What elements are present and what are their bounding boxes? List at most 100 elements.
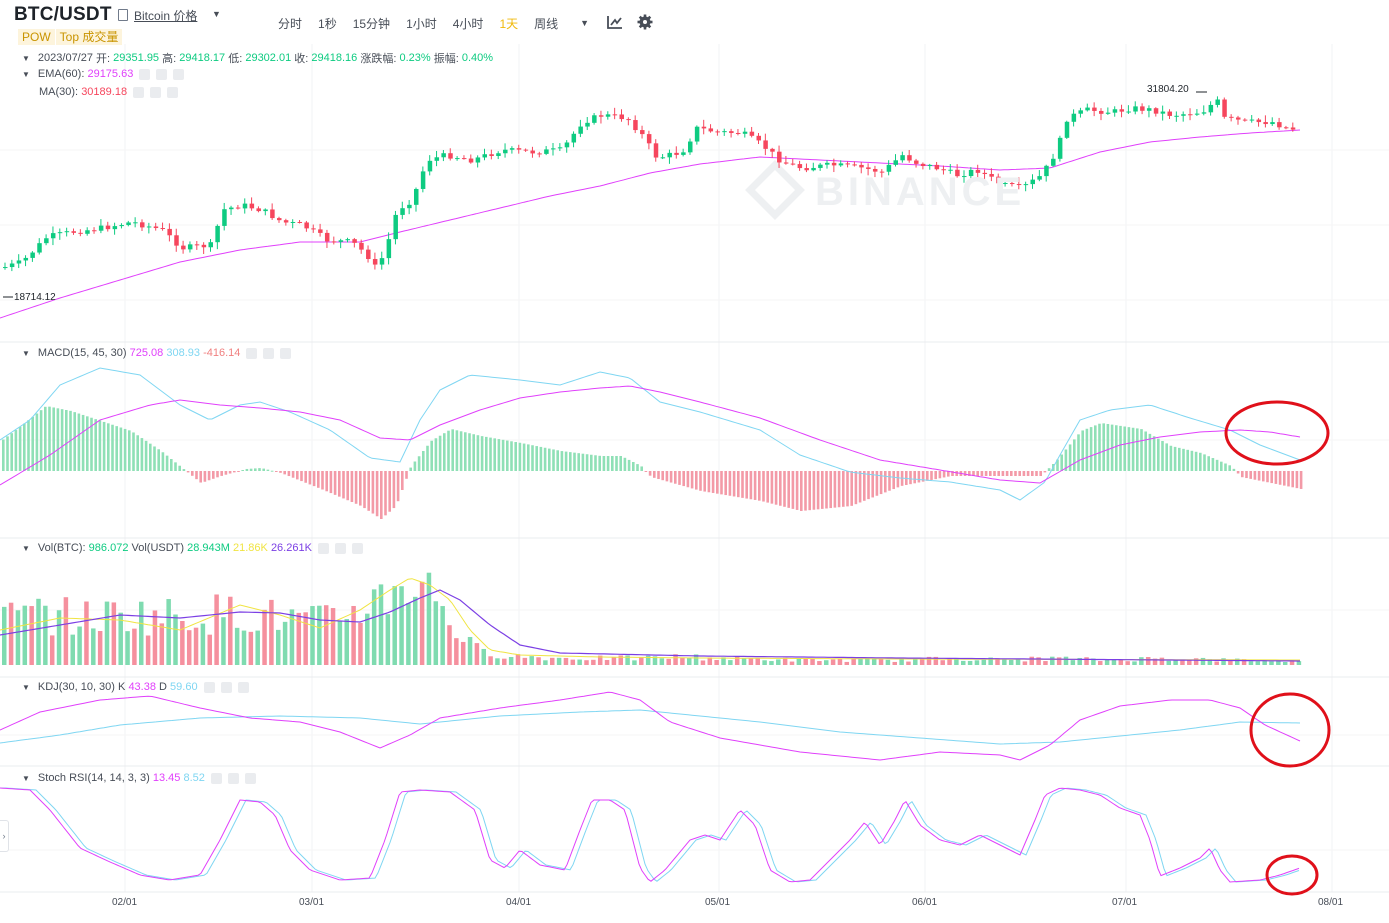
volume-bar bbox=[1091, 658, 1096, 665]
candle bbox=[256, 208, 261, 212]
close-icon[interactable] bbox=[351, 542, 363, 554]
close-icon[interactable] bbox=[167, 86, 179, 98]
candle bbox=[1242, 119, 1248, 121]
collapse-icon[interactable]: ▼ bbox=[22, 682, 30, 692]
settings-icon[interactable] bbox=[156, 68, 168, 80]
settings-icon[interactable] bbox=[220, 681, 232, 693]
macd-bar bbox=[762, 471, 765, 502]
collapse-icon[interactable]: ▼ bbox=[22, 773, 30, 783]
macd-bar bbox=[581, 453, 585, 471]
macd-bar bbox=[451, 429, 454, 471]
tag-top-volume[interactable]: Top 成交量 bbox=[55, 29, 123, 45]
macd-bar bbox=[1241, 471, 1244, 478]
x-axis-label: 08/01 bbox=[1318, 897, 1344, 908]
candle bbox=[920, 163, 926, 167]
candle bbox=[160, 228, 166, 230]
tab-1w[interactable]: 周线 bbox=[534, 16, 559, 31]
eye-icon[interactable] bbox=[246, 347, 258, 359]
settings-icon[interactable] bbox=[150, 86, 162, 98]
volume-bar bbox=[755, 658, 760, 665]
macd-bar bbox=[896, 471, 900, 488]
macd-bar bbox=[266, 469, 270, 471]
close-label: 收: bbox=[294, 53, 309, 65]
settings-icon[interactable] bbox=[334, 542, 346, 554]
tab-1d[interactable]: 1天 bbox=[499, 16, 519, 31]
candle bbox=[187, 244, 193, 250]
interval-tabs: 分时 1秒 15分钟 1小时 4小时 1天 周线 ▼ bbox=[270, 14, 661, 32]
more-intervals-chevron-icon[interactable]: ▼ bbox=[580, 18, 590, 28]
chevron-down-icon[interactable]: ▼ bbox=[212, 9, 221, 19]
annotation-circle bbox=[1265, 854, 1319, 896]
settings-icon[interactable] bbox=[263, 347, 275, 359]
macd-bar bbox=[338, 471, 341, 497]
indicator-chart-icon[interactable] bbox=[607, 15, 623, 32]
macd-bar bbox=[1127, 427, 1131, 471]
macd-bar bbox=[795, 471, 799, 510]
macd-bar bbox=[396, 471, 400, 502]
macd-bar bbox=[724, 471, 727, 496]
macd-bar bbox=[1089, 427, 1093, 471]
eye-icon[interactable] bbox=[139, 68, 151, 80]
macd-bar bbox=[871, 471, 874, 498]
volume-bar bbox=[591, 659, 596, 665]
candle bbox=[16, 260, 22, 264]
eye-icon[interactable] bbox=[133, 86, 145, 98]
tab-1h[interactable]: 1小时 bbox=[406, 16, 437, 31]
macd-bar bbox=[993, 471, 996, 476]
tab-4h[interactable]: 4小时 bbox=[452, 16, 484, 31]
expand-panel-button[interactable]: › bbox=[0, 820, 9, 852]
macd-bar bbox=[556, 450, 559, 471]
tag-pow[interactable]: POW bbox=[18, 29, 55, 45]
volume-bar bbox=[666, 658, 671, 665]
volume-bar bbox=[193, 627, 199, 665]
macd-bar bbox=[245, 468, 249, 471]
candle bbox=[927, 164, 933, 167]
tab-15m[interactable]: 15分钟 bbox=[352, 16, 391, 31]
candle bbox=[304, 222, 309, 229]
macd-bar bbox=[1131, 427, 1135, 471]
close-icon[interactable] bbox=[173, 68, 185, 80]
macd-bar bbox=[35, 413, 39, 471]
settings-icon[interactable] bbox=[227, 772, 239, 784]
macd-bar bbox=[774, 471, 778, 505]
collapse-icon[interactable]: ▼ bbox=[22, 543, 30, 553]
candle bbox=[331, 241, 337, 243]
document-icon[interactable] bbox=[118, 9, 128, 21]
tab-time[interactable]: 分时 bbox=[278, 16, 303, 31]
candle bbox=[242, 203, 248, 209]
candle bbox=[1037, 176, 1042, 180]
volume-bar bbox=[481, 648, 486, 665]
macd-bar bbox=[850, 471, 853, 506]
eye-icon[interactable] bbox=[317, 542, 329, 554]
macd-bar bbox=[833, 471, 837, 508]
candle bbox=[1153, 108, 1159, 114]
macd-bar bbox=[560, 451, 564, 471]
eye-icon[interactable] bbox=[203, 681, 215, 693]
close-icon[interactable] bbox=[280, 347, 292, 359]
volume-bar bbox=[460, 641, 466, 665]
macd-bar bbox=[535, 446, 538, 471]
collapse-icon[interactable]: ▼ bbox=[22, 53, 30, 63]
macd-bar bbox=[1190, 450, 1194, 471]
volume-bar bbox=[406, 603, 411, 665]
close-icon[interactable] bbox=[237, 681, 249, 693]
volume-bar bbox=[1276, 659, 1281, 665]
collapse-icon[interactable]: ▼ bbox=[22, 69, 30, 79]
macd-bar bbox=[1299, 471, 1303, 489]
eye-icon[interactable] bbox=[210, 772, 222, 784]
gear-icon[interactable] bbox=[637, 14, 653, 33]
macd-bar bbox=[430, 440, 433, 471]
macd-bar bbox=[6, 436, 9, 471]
collapse-icon[interactable]: ▼ bbox=[22, 348, 30, 358]
kdj-d-line bbox=[0, 709, 1301, 745]
macd-bar bbox=[300, 471, 303, 482]
price-link[interactable]: Bitcoin 价格 bbox=[134, 9, 198, 23]
volume-bar bbox=[673, 654, 678, 665]
tab-1s[interactable]: 1秒 bbox=[318, 16, 337, 31]
close-icon[interactable] bbox=[244, 772, 256, 784]
stoch-rsi-label: Stoch RSI(14, 14, 3, 3) bbox=[37, 772, 150, 784]
volume-bar bbox=[659, 658, 665, 665]
macd-bar bbox=[879, 471, 883, 495]
macd-bar bbox=[1073, 439, 1076, 471]
